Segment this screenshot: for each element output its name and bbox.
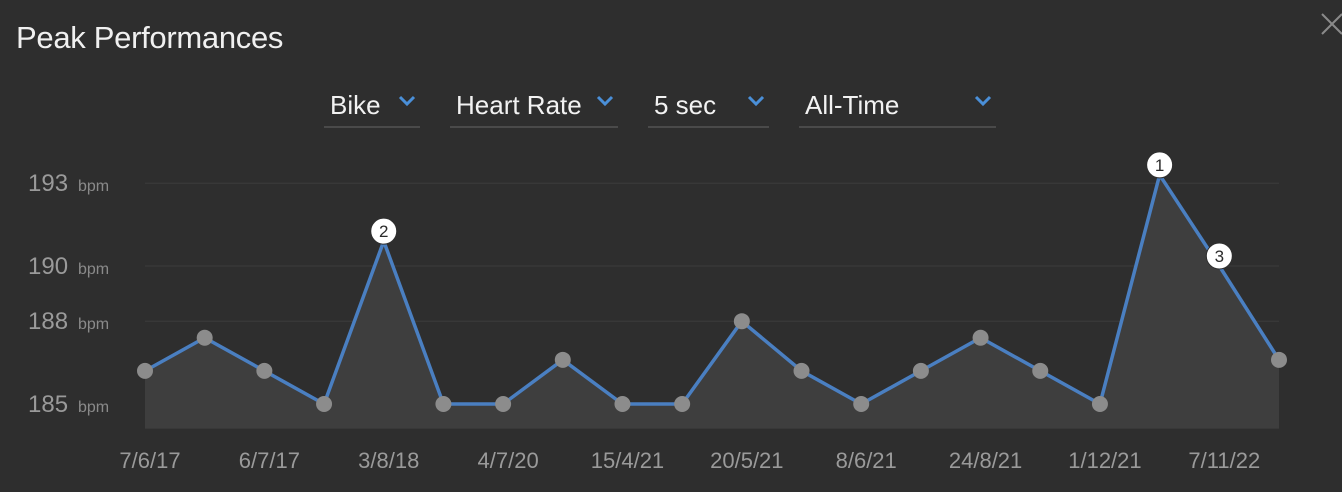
rank-badge-label: 3	[1215, 247, 1224, 266]
data-point[interactable]	[196, 329, 213, 346]
chevron-down-icon	[974, 95, 992, 107]
period-dropdown-label: All-Time	[805, 90, 900, 120]
x-tick-label: 6/7/17	[239, 448, 300, 473]
x-tick-label: 15/4/21	[591, 448, 664, 473]
metric-dropdown-label: Heart Rate	[456, 90, 582, 120]
series-line	[144, 173, 1281, 406]
data-point[interactable]	[972, 329, 989, 346]
x-tick-label: 7/11/22	[1188, 448, 1260, 473]
data-point[interactable]	[137, 362, 153, 379]
rank-badge-circle	[1146, 151, 1174, 179]
data-point[interactable]	[733, 313, 750, 330]
metric-dropdown[interactable]: Heart Rate	[450, 84, 618, 128]
close-icon	[1321, 13, 1342, 35]
x-tick-label: 8/6/21	[836, 448, 897, 473]
data-point[interactable]	[1271, 351, 1287, 368]
chevron-down-icon	[398, 95, 416, 107]
period-dropdown[interactable]: All-Time	[799, 84, 996, 128]
data-point[interactable]	[256, 362, 273, 379]
rank-badge-circle	[1205, 242, 1233, 270]
duration-dropdown-label: 5 sec	[654, 90, 717, 120]
peak-performance-chart: 185 bpm 188 bpm 190 bpm 193 bpm 1 2 3 7/6/17 6/7/1…	[28, 151, 1287, 473]
rank-badge-label: 2	[379, 222, 388, 241]
x-tick-label: 4/7/20	[478, 448, 539, 473]
data-points	[137, 313, 1287, 412]
x-tick-label: 20/5/21	[710, 448, 783, 473]
series-area	[145, 174, 1279, 429]
data-point[interactable]	[495, 396, 512, 412]
data-point[interactable]	[554, 351, 571, 368]
sport-dropdown-label: Bike	[330, 90, 381, 120]
data-point[interactable]	[614, 396, 631, 412]
x-tick-label: 24/8/21	[949, 448, 1022, 473]
y-tick-label: 188	[28, 308, 68, 335]
y-axis: 185 bpm 188 bpm 190 bpm 193 bpm	[28, 170, 109, 418]
sport-dropdown[interactable]: Bike	[324, 84, 420, 128]
x-tick-label: 7/6/17	[119, 448, 180, 473]
filter-bar: Bike Heart Rate 5 sec All-Time	[0, 84, 1342, 128]
y-tick-label: 185	[28, 391, 68, 418]
y-tick-label: 190	[28, 253, 68, 280]
data-point[interactable]	[435, 396, 452, 412]
data-point[interactable]	[1032, 362, 1049, 379]
rank-badge-circle	[370, 217, 398, 245]
data-point[interactable]	[674, 396, 691, 412]
y-tick-unit: bpm	[78, 178, 109, 195]
y-tick-unit: bpm	[78, 399, 109, 416]
rank-badge[interactable]: 3	[1205, 242, 1233, 270]
y-tick-label: 193	[28, 170, 68, 197]
close-button[interactable]	[1320, 12, 1342, 36]
duration-dropdown[interactable]: 5 sec	[648, 84, 769, 128]
data-point[interactable]	[912, 362, 929, 379]
chevron-down-icon	[747, 95, 765, 107]
rank-badge-label: 1	[1155, 156, 1164, 175]
data-point[interactable]	[1091, 396, 1108, 412]
rank-badges: 1 2 3	[370, 151, 1233, 270]
rank-badge[interactable]: 1	[1146, 151, 1174, 179]
y-tick-unit: bpm	[78, 261, 109, 278]
x-axis: 7/6/17 6/7/17 3/8/18 4/7/20 15/4/21 20/5/21 8/…	[119, 448, 1260, 473]
data-point[interactable]	[316, 396, 333, 412]
data-point[interactable]	[853, 396, 870, 412]
x-tick-label: 1/12/21	[1068, 448, 1141, 473]
page-title: Peak Performances	[16, 20, 284, 55]
y-tick-unit: bpm	[78, 316, 109, 333]
chevron-down-icon	[596, 95, 614, 107]
rank-badge[interactable]: 2	[370, 217, 398, 245]
data-point[interactable]	[793, 362, 810, 379]
x-tick-label: 3/8/18	[358, 448, 419, 473]
